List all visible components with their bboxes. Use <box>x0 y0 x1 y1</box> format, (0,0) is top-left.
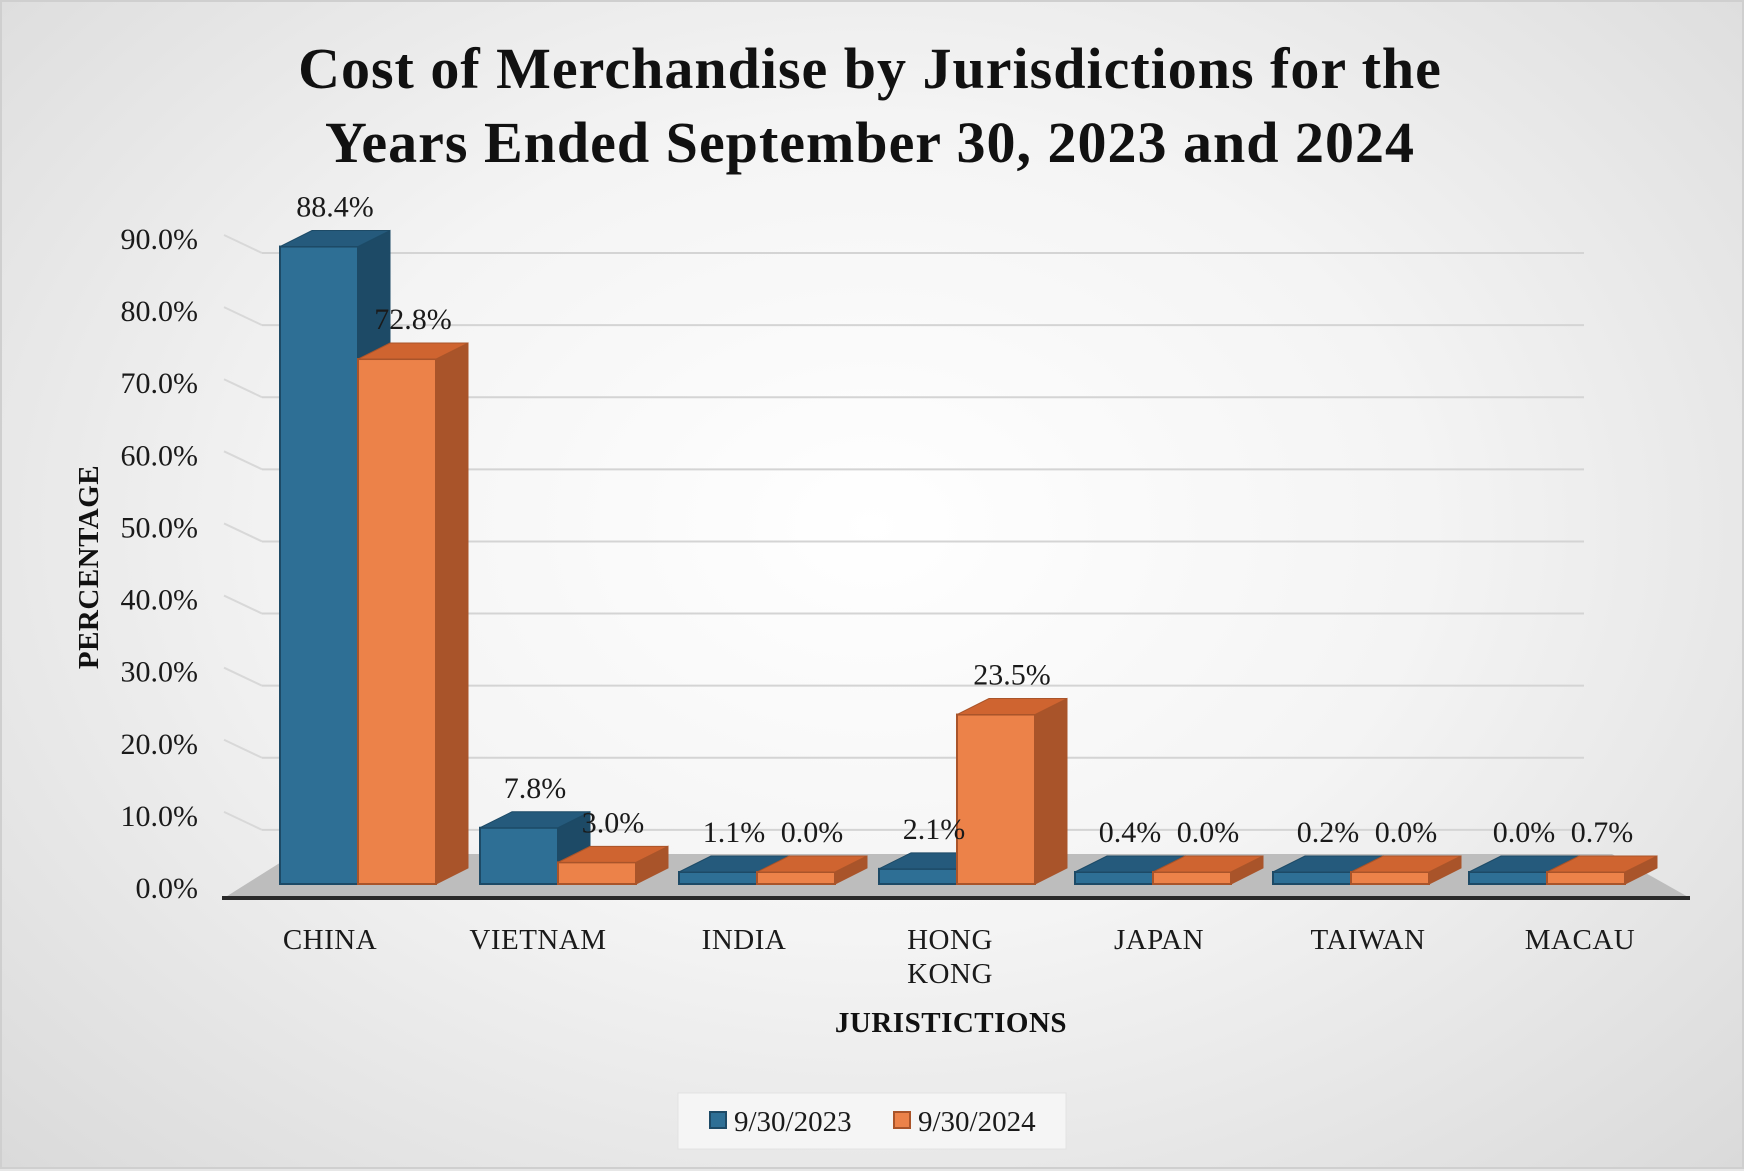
data-label: 0.2% <box>1297 816 1360 849</box>
legend: 9/30/2023 9/30/2024 <box>677 1092 1067 1150</box>
data-label: 72.8% <box>374 303 452 336</box>
chart-title-line-2: Years Ended September 30, 2023 and 2024 <box>325 110 1415 175</box>
legend-box <box>677 1092 1067 1150</box>
bar-1-1 <box>557 845 669 885</box>
legend-swatch <box>893 1111 911 1129</box>
gridline-diagonal <box>223 378 263 399</box>
bar-front <box>1152 871 1232 885</box>
bar-front <box>1546 871 1626 885</box>
bar-top <box>756 855 868 873</box>
data-label: 0.4% <box>1099 816 1162 849</box>
bar-0-1 <box>479 810 591 886</box>
bar-1-2 <box>756 855 868 885</box>
bar-top <box>357 342 469 360</box>
x-category-label: INDIA <box>702 924 787 956</box>
bar-front <box>357 358 437 885</box>
data-label: 88.4% <box>296 191 374 224</box>
y-tick-label: 20.0% <box>121 728 199 761</box>
x-category-label: HONG <box>907 924 993 956</box>
bar-front <box>1272 871 1352 885</box>
bar-top <box>1546 855 1658 873</box>
bar-side <box>1034 697 1068 885</box>
bar-side <box>435 342 469 885</box>
bar-top <box>557 845 669 863</box>
legend-label: 9/30/2023 <box>734 1106 852 1138</box>
data-label: 1.1% <box>703 816 766 849</box>
y-tick-label: 30.0% <box>121 656 199 689</box>
x-category-label: TAIWAN <box>1310 924 1425 956</box>
bar-top <box>1152 855 1264 873</box>
gridline-diagonal <box>223 810 263 831</box>
data-label: 2.1% <box>903 813 966 846</box>
legend-swatch <box>709 1111 727 1129</box>
y-tick-label: 90.0% <box>121 223 199 256</box>
gridline-diagonal <box>223 666 263 687</box>
bar-top <box>1350 855 1462 873</box>
data-label: 0.0% <box>1375 816 1438 849</box>
y-tick-label: 0.0% <box>136 872 199 905</box>
data-label: 0.0% <box>1177 816 1240 849</box>
y-tick-label: 40.0% <box>121 584 199 617</box>
bar-1-3 <box>956 697 1068 885</box>
bar-top <box>279 230 391 248</box>
bar-front <box>1074 871 1154 885</box>
bar-front <box>878 867 958 886</box>
data-label: 0.7% <box>1571 816 1634 849</box>
x-category-label: JAPAN <box>1114 924 1204 956</box>
data-label: 7.8% <box>504 772 567 805</box>
y-tick-label: 80.0% <box>121 295 199 328</box>
data-label: 3.0% <box>582 806 645 839</box>
gridline-diagonal <box>223 450 263 471</box>
y-tick-label: 10.0% <box>121 800 199 833</box>
y-tick-label: 70.0% <box>121 367 199 400</box>
x-category-label: CHINA <box>283 924 377 956</box>
gridline-diagonal <box>223 738 263 759</box>
bar-front <box>557 861 637 885</box>
gridlines <box>223 234 1584 831</box>
data-label: 23.5% <box>973 659 1051 692</box>
bar-front <box>279 245 359 885</box>
gridline-diagonal <box>223 306 263 327</box>
bar-front <box>756 871 836 885</box>
bar-1-0 <box>357 342 469 885</box>
bar-top <box>956 698 1068 716</box>
data-label: 0.0% <box>1493 816 1556 849</box>
y-tick-label: 60.0% <box>121 439 199 472</box>
gridline-diagonal <box>223 234 263 254</box>
bar-1-5 <box>1350 855 1462 885</box>
bar-front <box>956 713 1036 885</box>
bar-1-6 <box>1546 855 1658 885</box>
bar-front <box>479 826 559 886</box>
y-axis-title: PERCENTAGE <box>73 465 105 669</box>
bars <box>279 229 1658 886</box>
gridline-diagonal <box>223 594 263 615</box>
y-axis-ticks: 0.0% 10.0% 20.0% 30.0% 40.0% 50.0% 60.0% 70.0% 8… <box>121 223 199 905</box>
chart-title-line-1: Cost of Merchandise by Jurisdictions for… <box>298 36 1442 101</box>
bar-front <box>1350 871 1430 885</box>
bar-front <box>1468 871 1548 885</box>
x-category-label: KONG <box>907 958 993 990</box>
x-category-label: VIETNAM <box>469 924 606 956</box>
y-tick-label: 50.0% <box>121 511 199 544</box>
legend-label: 9/30/2024 <box>918 1106 1036 1138</box>
bar-1-4 <box>1152 855 1264 885</box>
gridline-diagonal <box>223 522 263 543</box>
bar-front <box>678 871 758 885</box>
chart-title: Cost of Merchandise by Jurisdictions for… <box>298 36 1442 175</box>
x-axis-title: JURISTICTIONS <box>835 1007 1067 1039</box>
data-label: 0.0% <box>781 816 844 849</box>
x-category-label: MACAU <box>1525 924 1635 956</box>
bar-top <box>479 811 591 829</box>
data-labels: 88.4% 7.8% 1.1% 2.1% 0.4% 0.2% 0.0% 72.8% 3.0% 0.… <box>296 191 1633 849</box>
